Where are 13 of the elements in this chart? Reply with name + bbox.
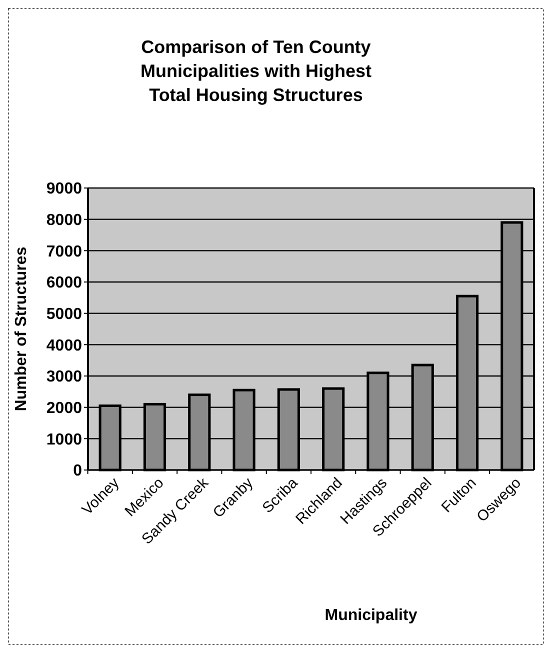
y-tick-label: 6000 — [46, 274, 82, 292]
y-tick-label: 8000 — [46, 212, 82, 229]
x-axis-title: Municipality — [324, 607, 418, 624]
y-tick-label: 1000 — [46, 431, 82, 448]
y-tick-label: 9000 — [46, 180, 82, 198]
chart-title: Comparison of Ten County Municipalities with Highest Total Housing Structures — [140, 37, 372, 105]
y-tick-label: 3000 — [46, 368, 82, 386]
y-tick-label: 7000 — [46, 243, 82, 260]
y-tick-label: 2000 — [46, 400, 82, 417]
y-tick-label: 4000 — [46, 337, 82, 354]
y-axis-title: Number of Structures — [13, 246, 30, 412]
y-tick-label: 0 — [73, 462, 82, 480]
y-tick-label: 5000 — [46, 306, 82, 323]
